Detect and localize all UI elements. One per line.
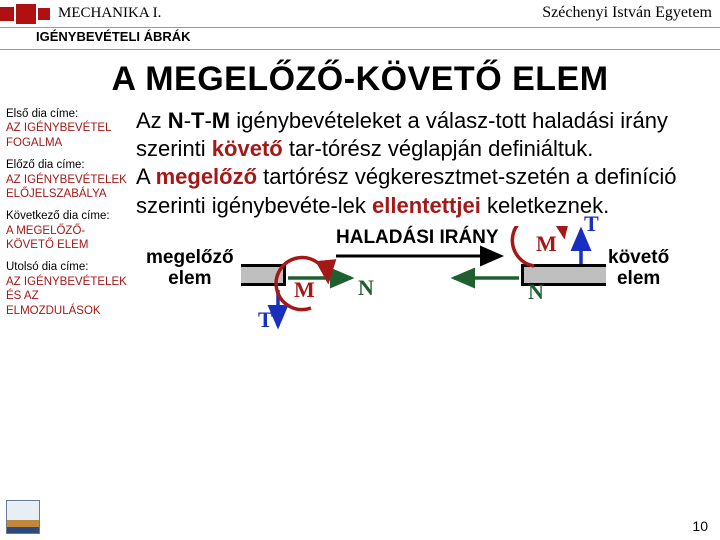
- n-symbol: N: [168, 108, 184, 133]
- page-subtitle: IGÉNYBEVÉTELI ÁBRÁK: [0, 28, 720, 50]
- ellentettjei-emph: ellentettjei: [372, 193, 481, 218]
- koveto-emph: követő: [212, 136, 283, 161]
- header-bar: MECHANIKA I. Széchenyi István Egyetem: [0, 0, 720, 28]
- t-left-label: T: [258, 306, 273, 334]
- m-left-label: M: [294, 276, 315, 304]
- nav-prev-title[interactable]: AZ IGÉNYBEVÉTELEK ELŐJELSZABÁLYA: [6, 173, 132, 202]
- nav-first-title[interactable]: AZ IGÉNYBEVÉTEL FOGALMA: [6, 121, 132, 150]
- nav-prev: Előző dia címe: AZ IGÉNYBEVÉTELEK ELŐJEL…: [6, 158, 132, 201]
- t-right-label: T: [584, 210, 599, 238]
- nav-last-title[interactable]: AZ IGÉNYBEVÉTELEK ÉS AZ ELMOZDULÁSOK: [6, 275, 132, 318]
- paragraph-1: Az N-T-M igénybevételeket a válasz-tott …: [136, 107, 710, 163]
- megelozo-emph: megelőző: [156, 164, 257, 189]
- nav-next: Következő dia címe: A MEGELŐZŐ-KÖVETŐ EL…: [6, 209, 132, 252]
- diagram: T HALADÁSI IRÁNY megelőző elem követő el…: [136, 226, 710, 346]
- left-elem-label: megelőző elem: [146, 248, 234, 290]
- nav-first-label: Első dia címe:: [6, 107, 132, 121]
- slide-nav: Első dia címe: AZ IGÉNYBEVÉTEL FOGALMA E…: [6, 107, 136, 346]
- nav-next-title[interactable]: A MEGELŐZŐ-KÖVETŐ ELEM: [6, 224, 132, 253]
- content-area: Első dia címe: AZ IGÉNYBEVÉTEL FOGALMA E…: [0, 107, 720, 346]
- nav-last: Utolsó dia címe: AZ IGÉNYBEVÉTELEK ÉS AZ…: [6, 260, 132, 318]
- nav-first: Első dia címe: AZ IGÉNYBEVÉTEL FOGALMA: [6, 107, 132, 150]
- t-symbol: T: [191, 108, 204, 133]
- n-right-label: N: [528, 278, 544, 306]
- course-title: MECHANIKA I.: [58, 5, 161, 22]
- m-right-label: M: [536, 230, 557, 258]
- nav-next-label: Következő dia címe:: [6, 209, 132, 223]
- beam-left: [241, 264, 286, 286]
- n-left-label: N: [358, 274, 374, 302]
- nav-prev-label: Előző dia címe:: [6, 158, 132, 172]
- body-text: Az N-T-M igénybevételeket a válasz-tott …: [136, 107, 710, 346]
- diagram-title: HALADÁSI IRÁNY: [336, 226, 499, 250]
- page-title: A MEGELŐZŐ-KÖVETŐ ELEM: [0, 50, 720, 107]
- university-name: Széchenyi István Egyetem: [542, 4, 712, 22]
- page-number: 10: [692, 518, 708, 534]
- nav-last-label: Utolsó dia címe:: [6, 260, 132, 274]
- header-left: MECHANIKA I.: [0, 4, 161, 24]
- logo-squares-icon: [0, 4, 50, 24]
- m-symbol: M: [212, 108, 230, 133]
- right-elem-label: követő elem: [608, 248, 669, 290]
- footer-logo-icon: [6, 500, 40, 534]
- paragraph-2: A megelőző tartórész végkeresztmet-szeté…: [136, 163, 710, 219]
